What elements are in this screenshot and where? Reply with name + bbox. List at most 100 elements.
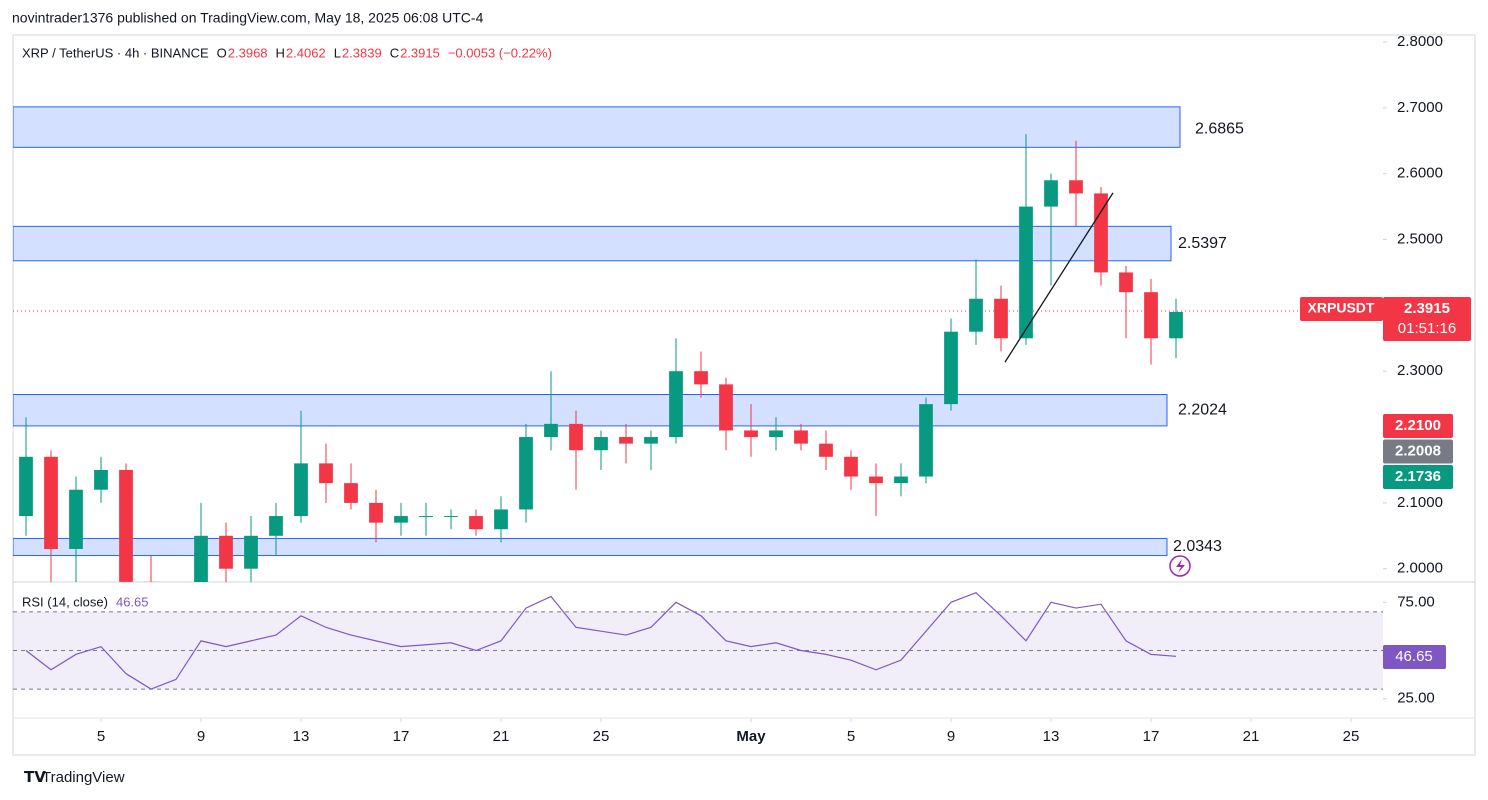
- candle-body: [719, 384, 733, 431]
- trendline: [1004, 192, 1114, 363]
- price-label-bg: [1383, 465, 1453, 489]
- zone: [13, 394, 1168, 427]
- candle-body: [919, 404, 933, 477]
- candle-body: [144, 581, 158, 582]
- x-tick-label: 21: [493, 728, 510, 745]
- symbol-tag: XRPUSDT: [1308, 300, 1375, 316]
- candle-body: [969, 298, 983, 332]
- candle-body: [1094, 193, 1108, 273]
- candle-body: [44, 456, 58, 549]
- candle-body: [269, 516, 283, 536]
- zone-label: 2.6865: [1195, 120, 1244, 137]
- rsi-tick-label: 75.00: [1397, 593, 1435, 610]
- candle-body: [469, 516, 483, 530]
- candle-body: [244, 535, 258, 569]
- y-tick-label: 2.5000: [1397, 230, 1443, 247]
- logo-mark: 𝗧𝗩: [24, 769, 46, 786]
- candle-body: [794, 430, 808, 444]
- candle-body: [519, 437, 533, 510]
- candle-body: [1119, 272, 1133, 293]
- price-label-bg: [1383, 439, 1453, 464]
- candle-body: [494, 509, 508, 530]
- candle-body: [944, 331, 958, 405]
- rsi-line: [25, 591, 1177, 690]
- zone-label: 2.2024: [1178, 401, 1227, 418]
- zone: [13, 537, 1168, 557]
- ohlc-key: C: [390, 45, 399, 60]
- overlay: XRP / TetherUS · 4h · BINANCE O 2.3968 H 2.4…: [22, 33, 1471, 745]
- change: −0.0053 (−0.22%): [448, 45, 552, 60]
- candle-body: [94, 469, 108, 490]
- candle-body: [869, 476, 883, 484]
- y-tick-label: 2.3000: [1397, 362, 1443, 379]
- candle-body: [844, 456, 858, 477]
- x-tick-label: 25: [1343, 728, 1360, 745]
- candle-body: [369, 502, 383, 523]
- x-tick-label: 25: [593, 728, 610, 745]
- rsi-value-bg: [1383, 644, 1446, 669]
- x-tick-label: 13: [1043, 728, 1060, 745]
- candle-body: [1044, 180, 1058, 207]
- alert-bolt: [1176, 559, 1185, 573]
- zone-label: 2.0343: [1173, 538, 1222, 555]
- price-label: 2.2100: [1395, 417, 1441, 434]
- ohlc-key: O: [217, 45, 227, 60]
- candle-body: [419, 516, 433, 518]
- candle-body: [394, 516, 408, 523]
- candle-body: [644, 437, 658, 444]
- rsi-current: 46.65: [116, 594, 149, 609]
- publish-line: novintrader1376 published on TradingView…: [12, 10, 484, 26]
- zone: [13, 225, 1172, 262]
- candle-body: [319, 463, 333, 484]
- candle-body: [444, 516, 458, 518]
- x-tick-label: 9: [197, 728, 205, 745]
- candle-body: [1144, 292, 1158, 339]
- ohlc-key: H: [276, 45, 285, 60]
- ohlc-key: L: [334, 45, 341, 60]
- candle-body: [119, 469, 133, 582]
- x-tick-label: 17: [1143, 728, 1160, 745]
- x-tick-label: 17: [393, 728, 410, 745]
- candle-body: [669, 371, 683, 438]
- candle-body: [19, 456, 33, 517]
- symbol: XRP / TetherUS · 4h · BINANCE: [22, 45, 209, 60]
- x-tick-label: 5: [97, 728, 105, 745]
- ohlc-value: 2.4062: [286, 45, 326, 60]
- x-tick-label: 5: [847, 728, 855, 745]
- price-label: 2.2008: [1395, 442, 1441, 459]
- candle-body: [619, 437, 633, 444]
- candle-body: [994, 298, 1008, 339]
- candle-body: [544, 423, 558, 438]
- candle-body: [294, 463, 308, 517]
- candle-body: [819, 443, 833, 457]
- price-label: 2.1736: [1395, 468, 1441, 485]
- rsi-band: [13, 611, 1383, 690]
- candle-body: [344, 483, 358, 503]
- y-tick-label: 2.8000: [1397, 33, 1443, 50]
- y-tick-label: 2.7000: [1397, 99, 1443, 116]
- candle-body: [894, 476, 908, 484]
- last-price: 2.3915: [1404, 300, 1450, 317]
- ohlc-value: 2.3968: [228, 45, 268, 60]
- ohlc-value: 2.3915: [400, 45, 440, 60]
- candle-body: [569, 423, 583, 451]
- zone-label: 2.5397: [1178, 235, 1227, 252]
- candle-body: [1169, 311, 1183, 339]
- candle-body: [769, 430, 783, 438]
- y-tick-label: 2.0000: [1397, 560, 1443, 577]
- rsi-tick-label: 25.00: [1397, 690, 1435, 707]
- rsi-value: 46.65: [1395, 648, 1433, 665]
- rsi-title: RSI (14, close): [22, 594, 108, 609]
- price-pane: [13, 106, 1383, 582]
- x-tick-label: 13: [293, 728, 310, 745]
- symbol-tag-bg: [1300, 297, 1383, 321]
- candle-body: [194, 535, 208, 582]
- x-tick-label: May: [736, 728, 766, 745]
- zone: [13, 106, 1181, 148]
- ohlc-value: 2.3839: [342, 45, 382, 60]
- candle-body: [1069, 180, 1083, 194]
- candle-body: [1019, 206, 1033, 339]
- candle-body: [694, 371, 708, 385]
- last-price-bg: [1383, 297, 1471, 341]
